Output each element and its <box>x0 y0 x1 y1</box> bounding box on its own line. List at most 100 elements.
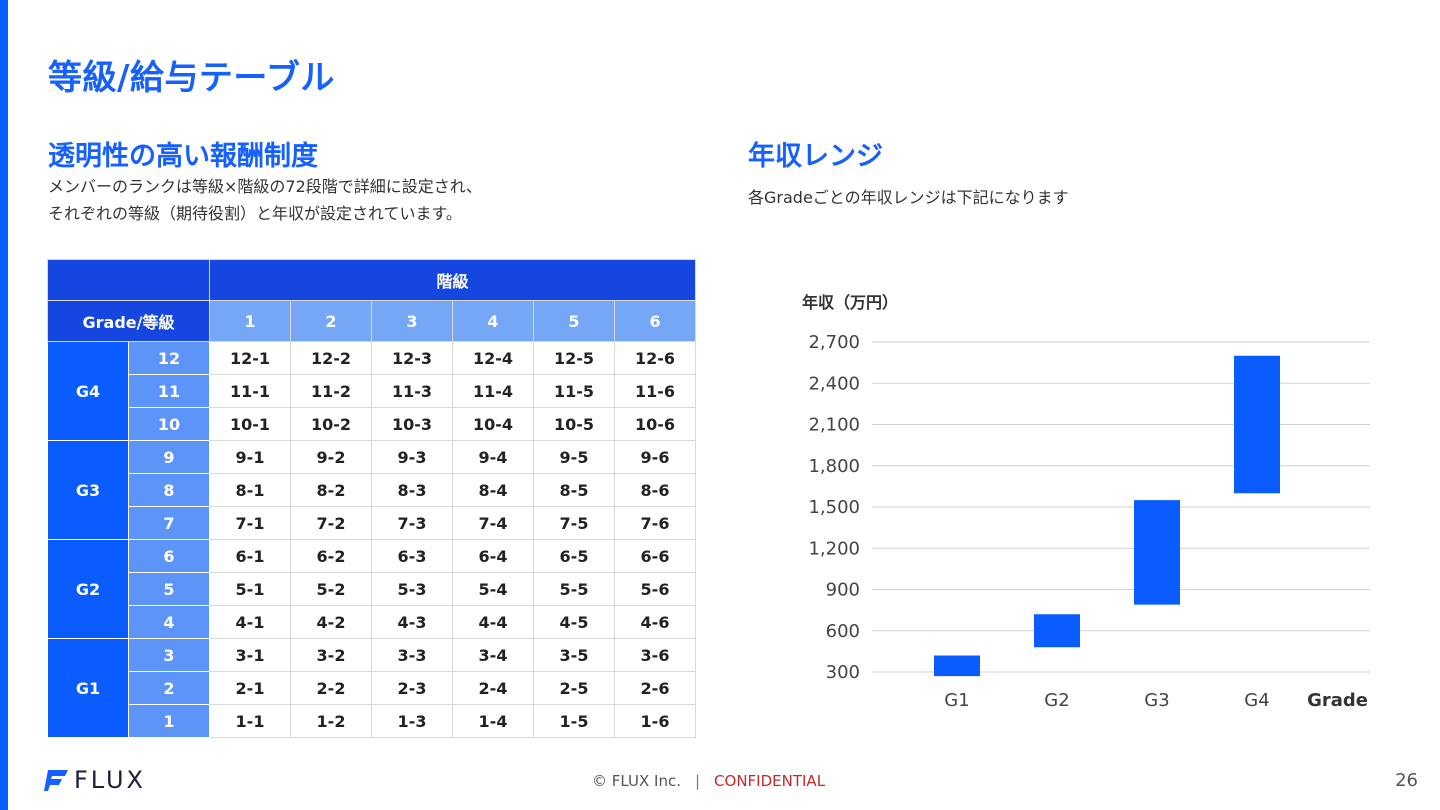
table-row: 4 4-1 4-2 4-3 4-4 4-5 4-6 <box>48 605 697 639</box>
grade-cell: G2 <box>47 539 129 639</box>
table-cell: 9-4 <box>452 440 534 474</box>
table-cell: 4-3 <box>371 605 453 639</box>
table-corner-cell <box>47 259 210 301</box>
footer-center: © FLUX Inc. | CONFIDENTIAL <box>592 772 825 790</box>
level-cell: 2 <box>128 671 210 705</box>
table-cell: 2-5 <box>533 671 615 705</box>
table-cell: 7-1 <box>209 506 291 540</box>
table-row: 5 5-1 5-2 5-3 5-4 5-5 5-6 <box>48 572 697 606</box>
page-number: 26 <box>1395 770 1418 791</box>
table-row: 8 8-1 8-2 8-3 8-4 8-5 8-6 <box>48 473 697 507</box>
table-cell: 4-4 <box>452 605 534 639</box>
table-cell: 9-3 <box>371 440 453 474</box>
table-cell: 6-4 <box>452 539 534 573</box>
right-section-title: 年収レンジ <box>748 141 883 172</box>
column-header: 4 <box>452 300 534 342</box>
table-cell: 2-2 <box>290 671 372 705</box>
table-cell: 10-3 <box>371 407 453 441</box>
table-cell: 7-5 <box>533 506 615 540</box>
table-row: G1 3 3-1 3-2 3-3 3-4 3-5 3-6 <box>47 638 697 738</box>
table-cell: 5-4 <box>452 572 534 606</box>
grade-cell: G1 <box>47 638 129 738</box>
flux-logo-icon <box>44 770 68 791</box>
table-row: 7 7-1 7-2 7-3 7-4 7-5 7-6 <box>48 506 697 540</box>
table-row: 10 10-1 10-2 10-3 10-4 10-5 10-6 <box>48 407 697 441</box>
table-cell: 2-6 <box>613 671 697 705</box>
table-cell: 8-6 <box>613 473 697 507</box>
confidential-label: CONFIDENTIAL <box>714 772 826 790</box>
table-cell: 8-2 <box>290 473 372 507</box>
class-header: 階級 <box>208 259 697 301</box>
table-row: G2 6 6-1 6-2 6-3 6-4 6-5 6-6 <box>47 539 697 639</box>
description-line-2: それぞれの等級（期待役割）と年収が設定されています。 <box>48 204 462 223</box>
table-cell: 8-4 <box>452 473 534 507</box>
left-section-title: 透明性の高い報酬制度 <box>48 141 318 172</box>
table-cell: 5-1 <box>209 572 291 606</box>
right-section-description: 各Gradeごとの年収レンジは下記になります <box>748 188 1069 207</box>
table-cell: 8-3 <box>371 473 453 507</box>
level-cell: 7 <box>128 506 210 540</box>
level-cell: 9 <box>128 440 210 474</box>
table-cell: 6-6 <box>613 539 697 573</box>
flux-logo: FLUX <box>44 766 146 794</box>
x-tick-label: G1 <box>944 690 969 711</box>
x-tick-label: G3 <box>1144 690 1169 711</box>
x-tick-label: G4 <box>1244 690 1269 711</box>
grade-header: Grade/等級 <box>47 300 210 342</box>
table-cell: 10-4 <box>452 407 534 441</box>
salary-range-chart: 年収（万円） 300 600 900 1,200 1,500 1,800 2,100 2,400… <box>802 293 1370 711</box>
table-cell: 7-4 <box>452 506 534 540</box>
y-tick-label: 2,700 <box>808 332 860 353</box>
table-row: G4 12 12-1 12-2 12-3 12-4 12-5 12-6 <box>47 341 697 441</box>
left-section-description: メンバーのランクは等級×階級の72段階で詳細に設定され、 それぞれの等級（期待役… <box>48 173 482 227</box>
level-cell: 12 <box>128 341 210 375</box>
table-cell: 4-2 <box>290 605 372 639</box>
x-tick-label: G2 <box>1044 690 1069 711</box>
column-header: 5 <box>533 300 615 342</box>
table-cell: 11-3 <box>371 374 453 408</box>
column-header: 1 <box>209 300 291 342</box>
table-cell: 9-1 <box>209 440 291 474</box>
table-cell: 10-2 <box>290 407 372 441</box>
table-cell: 10-5 <box>533 407 615 441</box>
description-line-1: メンバーのランクは等級×階級の72段階で詳細に設定され、 <box>48 177 482 196</box>
table-cell: 3-3 <box>371 638 453 672</box>
x-axis-label: Grade <box>1307 690 1368 711</box>
table-cell: 3-1 <box>209 638 291 672</box>
table-cell: 12-6 <box>613 341 697 375</box>
y-tick-label: 300 <box>826 662 860 683</box>
table-cell: 10-6 <box>613 407 697 441</box>
table-cell: 6-1 <box>209 539 291 573</box>
range-bar-g3 <box>1134 500 1180 605</box>
y-tick-label: 2,400 <box>808 373 860 394</box>
level-cell: 3 <box>128 638 210 672</box>
table-cell: 6-3 <box>371 539 453 573</box>
table-cell: 9-2 <box>290 440 372 474</box>
table-cell: 2-4 <box>452 671 534 705</box>
table-cell: 1-6 <box>613 704 697 738</box>
table-cell: 7-3 <box>371 506 453 540</box>
y-tick-label: 900 <box>826 580 860 601</box>
table-cell: 11-4 <box>452 374 534 408</box>
table-row: 2 2-1 2-2 2-3 2-4 2-5 2-6 <box>48 671 697 705</box>
table-cell: 12-4 <box>452 341 534 375</box>
y-tick-label: 2,100 <box>808 415 860 436</box>
range-bar-g2 <box>1034 614 1080 648</box>
y-axis-label: 年収（万円） <box>802 293 898 312</box>
level-cell: 8 <box>128 473 210 507</box>
y-tick-label: 600 <box>826 621 860 642</box>
table-cell: 5-6 <box>613 572 697 606</box>
range-bar-g4 <box>1234 355 1280 494</box>
grade-cell: G4 <box>47 341 129 441</box>
table-cell: 12-2 <box>290 341 372 375</box>
table-cell: 5-2 <box>290 572 372 606</box>
column-header: 2 <box>290 300 372 342</box>
table-cell: 12-1 <box>209 341 291 375</box>
table-cell: 8-1 <box>209 473 291 507</box>
table-cell: 2-1 <box>209 671 291 705</box>
accent-bar <box>0 0 8 810</box>
table-cell: 11-6 <box>613 374 697 408</box>
table-cell: 7-2 <box>290 506 372 540</box>
logo-text: FLUX <box>74 766 146 794</box>
